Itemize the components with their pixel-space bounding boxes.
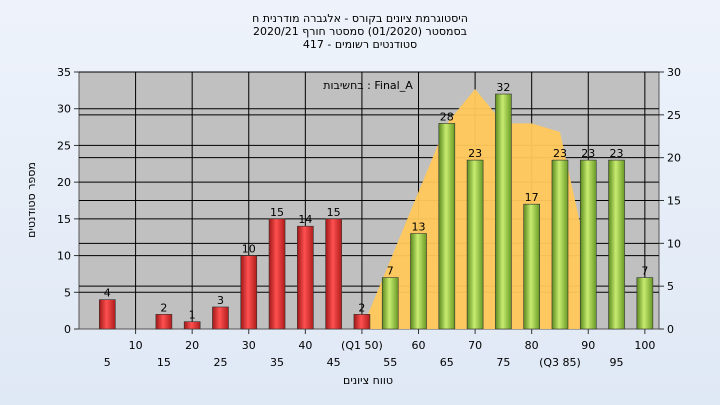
y2-tick-label: 25	[667, 109, 681, 122]
x-tick-label: 5	[104, 356, 111, 369]
x-tick-label: 90	[581, 339, 595, 352]
bar	[98, 299, 116, 330]
bar	[579, 159, 597, 330]
x-tick-label: 65	[440, 356, 454, 369]
y-axis-label: מספר סטודנטים	[25, 162, 38, 238]
y2-tick-label: 20	[667, 152, 681, 165]
x-tick-label: (Q3 85)	[539, 356, 581, 369]
x-tick-label: 60	[412, 339, 426, 352]
title-line-2: בסמסטר (01/2020) סמסטר חורף 2020/21	[253, 25, 467, 38]
y-tick-label: 20	[57, 176, 71, 189]
y-tick-label: 0	[64, 323, 71, 336]
data-label: 13	[412, 221, 426, 234]
y-tick-label: 30	[57, 103, 71, 116]
bar	[410, 233, 427, 330]
data-label: 23	[468, 147, 482, 160]
y-tick-label: 10	[57, 250, 71, 263]
y2-tick-label: 10	[667, 237, 681, 250]
x-tick-label: 100	[634, 339, 655, 352]
data-label: 2	[160, 301, 167, 314]
data-label: 7	[387, 265, 394, 278]
bar	[523, 203, 540, 330]
annotation-text: בחשיבות : Final_A	[323, 79, 413, 92]
chart-title: היסטוגרמת ציונים בקורס - אלגברה מודרנית …	[252, 12, 468, 51]
x-tick-label: 30	[242, 339, 256, 352]
x-tick-label: 75	[496, 356, 510, 369]
bar-series	[98, 93, 654, 330]
data-label: 15	[270, 206, 284, 219]
y-axis-left: 0 5 10 15 20 25 30 35	[57, 66, 79, 336]
data-label: 15	[327, 206, 341, 219]
bar	[325, 218, 342, 330]
data-label: 4	[104, 287, 111, 300]
x-tick-label: 35	[270, 356, 284, 369]
bar	[636, 277, 654, 330]
x-tick-label: 70	[468, 339, 482, 352]
y2-tick-label: 30	[667, 66, 681, 79]
y2-tick-label: 15	[667, 195, 681, 208]
x-tick-label: 15	[157, 356, 171, 369]
data-label: 7	[641, 265, 648, 278]
y2-tick-label: 0	[667, 323, 674, 336]
y-axis-right: 0 5 10 15 20 25 30	[659, 66, 681, 336]
title-line-3: סטודנטים רשומים - 417	[303, 38, 417, 51]
title-line-1: היסטוגרמת ציונים בקורס - אלגברה מודרנית …	[252, 12, 468, 25]
data-label: 32	[496, 81, 510, 94]
bar	[381, 277, 399, 330]
bar	[155, 314, 173, 330]
x-tick-label: 25	[213, 356, 227, 369]
data-label: 3	[217, 294, 224, 307]
data-label: 28	[440, 110, 454, 123]
bar	[438, 123, 456, 330]
x-axis: 10 20 30 40 (Q1 50) 60 70 80 90 100 5 15 25 35 45 55 65 7…	[104, 329, 655, 369]
bar	[466, 159, 484, 330]
bar	[268, 218, 286, 330]
y-tick-label: 15	[57, 213, 71, 226]
data-label: 23	[553, 147, 567, 160]
x-tick-label: 80	[525, 339, 539, 352]
bar	[297, 225, 314, 330]
data-label: 23	[581, 147, 595, 160]
x-tick-label: 20	[185, 339, 199, 352]
data-label: 17	[525, 191, 539, 204]
x-tick-label: 40	[298, 339, 312, 352]
bar	[212, 306, 229, 330]
y-tick-label: 25	[57, 139, 71, 152]
y-tick-label: 35	[57, 66, 71, 79]
data-label: 1	[189, 309, 196, 322]
bar	[608, 159, 625, 330]
data-label: 10	[242, 243, 256, 256]
data-label: 2	[358, 301, 365, 314]
bar	[240, 255, 258, 330]
data-label: 23	[610, 147, 624, 160]
x-tick-label: 45	[327, 356, 341, 369]
data-label: 14	[298, 213, 312, 226]
x-tick-label: 10	[129, 339, 143, 352]
bar	[183, 321, 201, 330]
x-tick-label: 55	[383, 356, 397, 369]
bar	[353, 314, 371, 330]
y-tick-label: 5	[64, 286, 71, 299]
y2-tick-label: 5	[667, 280, 674, 293]
bar	[495, 93, 512, 330]
x-axis-label: טווח ציונים	[343, 374, 393, 387]
x-tick-label: (Q1 50)	[341, 339, 383, 352]
x-tick-label: 95	[610, 356, 624, 369]
bar	[551, 159, 569, 330]
